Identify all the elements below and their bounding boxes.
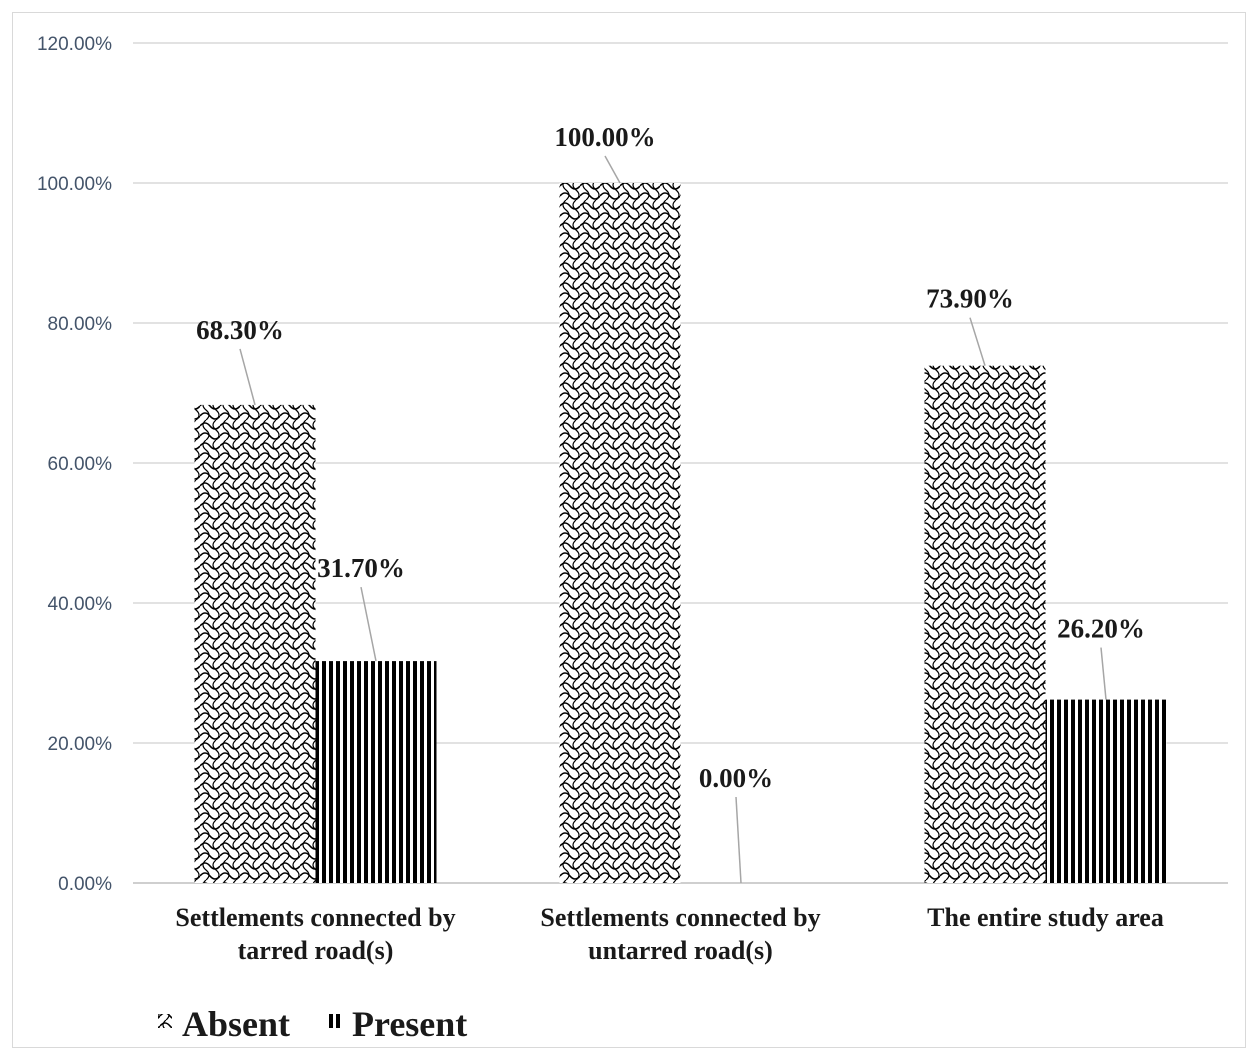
- leader-line: [1100, 647, 1107, 700]
- y-tick-label: 120.00%: [37, 34, 112, 55]
- data-label: 26.20%: [1057, 614, 1145, 644]
- legend-label-present: Present: [352, 1004, 467, 1044]
- category-label: untarred road(s): [588, 936, 773, 965]
- y-tick-label: 0.00%: [58, 874, 112, 895]
- category-label: tarred road(s): [238, 936, 394, 965]
- bar-absent: [194, 404, 316, 883]
- category-label: The entire study area: [927, 903, 1164, 932]
- y-tick-label: 100.00%: [37, 174, 112, 195]
- leader-line: [360, 586, 377, 662]
- leader-line: [604, 155, 621, 184]
- x-axis-categories: Settlements connected by tarred road(s) Se…: [175, 903, 1163, 965]
- data-label: 31.70%: [317, 553, 405, 583]
- legend: Absent Present: [158, 1004, 467, 1044]
- data-label: 68.30%: [196, 315, 284, 345]
- bars: [194, 183, 1167, 883]
- legend-swatch-present: [328, 1014, 342, 1028]
- data-label: 73.90%: [926, 284, 1014, 314]
- y-tick-label: 40.00%: [48, 594, 113, 615]
- data-label: 0.00%: [699, 763, 773, 793]
- bar-present: [1045, 699, 1167, 883]
- y-tick-label: 60.00%: [48, 454, 113, 475]
- legend-swatch-absent: [158, 1014, 172, 1028]
- data-label: 100.00%: [554, 122, 655, 152]
- leader-line: [735, 796, 742, 884]
- y-tick-label: 20.00%: [48, 734, 113, 755]
- leader-line: [239, 348, 256, 406]
- bar-present: [315, 661, 437, 883]
- bar-absent: [924, 365, 1046, 883]
- bar-absent: [559, 183, 681, 883]
- y-axis-ticks: 0.00% 20.00% 40.00% 60.00% 80.00% 100.00% 120.…: [37, 34, 112, 895]
- leader-line: [969, 317, 986, 366]
- y-tick-label: 80.00%: [48, 314, 113, 335]
- category-label: Settlements connected by: [175, 903, 455, 932]
- data-labels: 68.30% 31.70% 100.00% 0.00% 73.90% 26.20%: [196, 122, 1145, 884]
- category-label: Settlements connected by: [540, 903, 820, 932]
- legend-label-absent: Absent: [182, 1004, 290, 1044]
